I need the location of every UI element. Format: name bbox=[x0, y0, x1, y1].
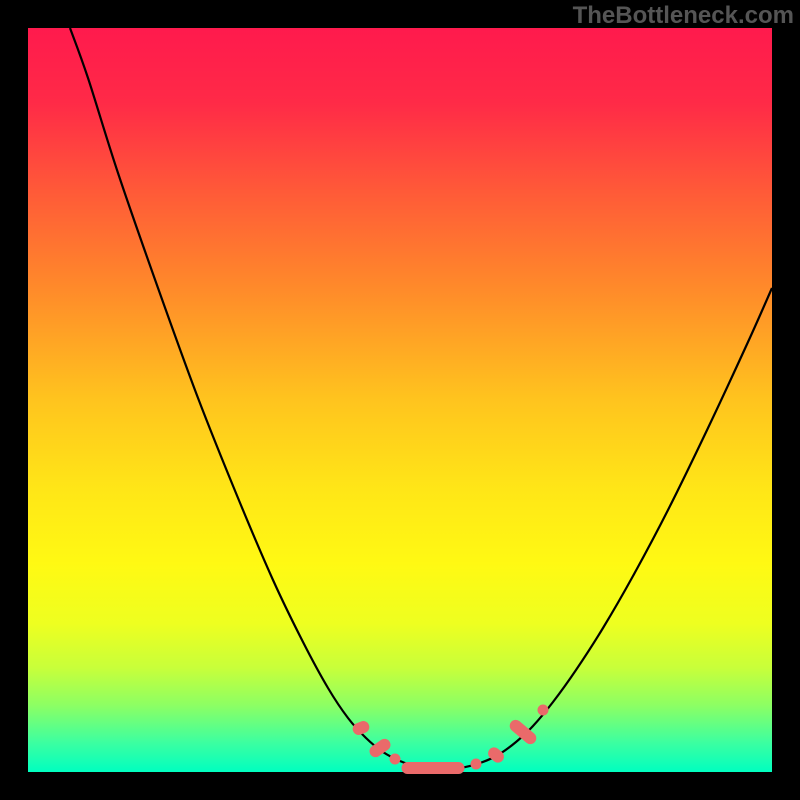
curve-marker bbox=[508, 718, 538, 746]
curve-marker bbox=[352, 720, 371, 736]
curve-layer bbox=[28, 28, 772, 772]
curve-marker bbox=[486, 746, 505, 765]
bottleneck-v-curve bbox=[70, 28, 772, 769]
curve-marker bbox=[402, 763, 464, 774]
curve-marker bbox=[471, 759, 481, 769]
curve-marker bbox=[538, 705, 548, 715]
plot-area bbox=[28, 28, 772, 772]
outer-frame: TheBottleneck.com bbox=[0, 0, 800, 800]
curve-marker bbox=[390, 754, 400, 764]
watermark-text: TheBottleneck.com bbox=[573, 2, 794, 30]
